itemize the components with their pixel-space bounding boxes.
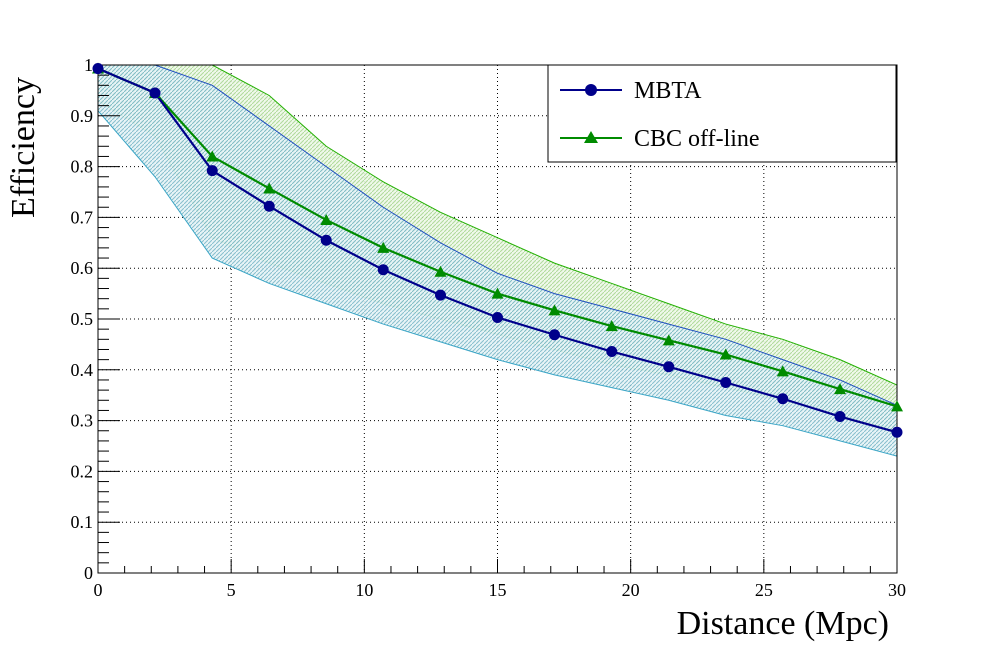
band-upper-edge: [98, 64, 898, 406]
x-tick-label: 5: [227, 580, 236, 600]
cbc-point: [548, 304, 561, 316]
cbc-point: [662, 334, 675, 346]
mbta-point: [92, 63, 104, 75]
legend: MBTA CBC off-line: [547, 64, 897, 163]
y-tick-label: 0.4: [71, 360, 94, 380]
mbta-point: [663, 361, 675, 373]
x-tick-label: 20: [622, 580, 640, 600]
cbc-point: [719, 348, 732, 360]
x-tick-label: 10: [355, 580, 373, 600]
y-tick-label: 0.5: [71, 309, 94, 329]
mbta-point: [435, 289, 447, 301]
mbta-point: [834, 411, 846, 423]
axes: 0 5 10 15 20 25 30 0 0.1 0.2 0.3 0.4 0.5 0.6 0.7 0.8 0.9…: [71, 55, 907, 600]
cbc-point: [206, 150, 219, 162]
y-tick-label: 0: [84, 563, 93, 583]
y-tick-label: 0.6: [71, 258, 94, 278]
mbta-point: [263, 200, 275, 212]
mbta-point: [377, 264, 389, 276]
y-tick-label: 0.9: [71, 106, 94, 126]
cbc-point: [834, 383, 847, 395]
legend-mbta-marker: [585, 84, 597, 96]
mbta-point: [606, 346, 618, 358]
x-tick-label: 0: [94, 580, 103, 600]
cbc-point: [377, 241, 390, 253]
y-tick-label: 0.7: [71, 207, 94, 227]
cbc-point: [491, 287, 504, 299]
mbta-point: [891, 426, 903, 438]
legend-box: [547, 64, 897, 163]
legend-cbc-label: CBC off-line: [634, 126, 760, 152]
band-lower-edge: [97, 110, 898, 457]
y-axis-title: Efficiency: [5, 77, 42, 218]
mbta-point: [149, 87, 161, 99]
cbc-point: [320, 213, 333, 225]
mbta-point: [320, 234, 332, 246]
x-tick-label: 30: [888, 580, 906, 600]
x-tick-label: 25: [755, 580, 773, 600]
x-axis-title: Distance (Mpc): [677, 605, 889, 642]
cbc-point: [776, 365, 789, 377]
cbc-point: [605, 320, 618, 332]
y-tick-label: 0.3: [71, 411, 94, 431]
mbta-point: [777, 393, 789, 405]
legend-cbc-marker: [584, 131, 598, 143]
bands: [97, 64, 898, 457]
band-upper-edge: [98, 64, 898, 386]
y-tick-label: 0.2: [71, 461, 94, 481]
y-tick-label: 1: [84, 55, 93, 75]
cbc-point: [891, 400, 903, 412]
y-tick-label: 0.8: [71, 157, 94, 177]
x-tick-label: 15: [489, 580, 507, 600]
cbc-point: [263, 182, 276, 194]
series: [92, 62, 903, 438]
band-mbta: [98, 65, 897, 457]
mbta-point: [548, 329, 560, 341]
mbta-point: [206, 165, 218, 177]
cbc-point: [434, 265, 447, 277]
mbta-point: [720, 377, 732, 388]
legend-mbta-label: MBTA: [634, 78, 702, 104]
mbta-point: [492, 311, 503, 323]
y-tick-label: 0.1: [71, 512, 94, 532]
